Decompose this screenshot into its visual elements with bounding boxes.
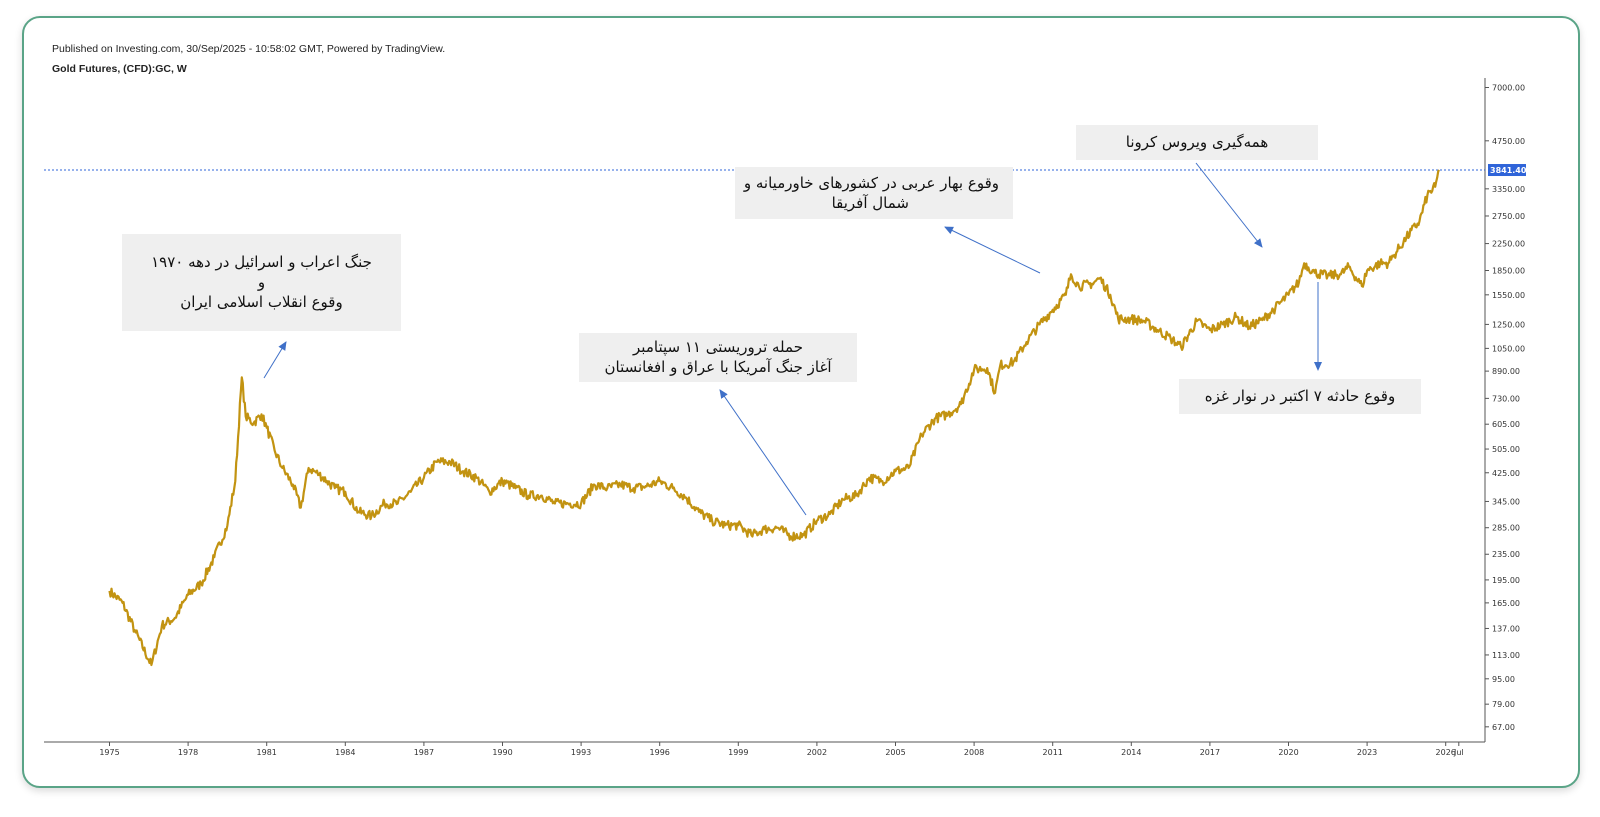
x-tick-label: 1996: [650, 748, 670, 757]
x-tick-label: 2017: [1200, 748, 1220, 757]
annotation-covid-line1: همه‌گیری ویروس کرونا: [1125, 133, 1269, 151]
annotation-arab-spring-line2: شمال آفریقا: [831, 194, 909, 212]
x-tick-label: 2005: [885, 748, 905, 757]
y-tick-label: 505.00: [1492, 445, 1520, 454]
y-tick-label: 3350.00: [1492, 185, 1525, 194]
y-tick-label: 4750.00: [1492, 137, 1525, 146]
arrow-sept11: [719, 389, 807, 516]
y-tick-label: 165.00: [1492, 599, 1520, 608]
x-tick-label: 1999: [728, 748, 748, 757]
y-tick-label: 137.00: [1492, 624, 1520, 633]
annotation-1970s-line1: جنگ اعراب و اسرائیل در دهه ۱۹۷۰: [151, 253, 372, 271]
annotation-arrows: [263, 162, 1322, 516]
y-tick-label: 2250.00: [1492, 240, 1525, 249]
published-caption: Published on Investing.com, 30/Sep/2025 …: [52, 43, 446, 55]
y-tick-label: 345.00: [1492, 497, 1520, 506]
annotation-1970s: جنگ اعراب و اسرائیل در دهه ۱۹۷۰ و وقوع ا…: [122, 234, 401, 331]
y-tick-label: 890.00: [1492, 367, 1520, 376]
last-price-badge: 3841.40: [1488, 164, 1527, 177]
arrow-covid: [1195, 162, 1263, 248]
y-tick-label: 195.00: [1492, 576, 1520, 585]
x-tick-label: 1984: [335, 748, 355, 757]
y-tick-label: 730.00: [1492, 394, 1520, 403]
annotation-sept11-line2: آغاز جنگ آمریکا با عراق و افغانستان: [604, 358, 832, 376]
y-tick-label: 605.00: [1492, 420, 1520, 429]
x-tick-label: 2023: [1357, 748, 1377, 757]
y-tick-label: 67.00: [1492, 723, 1515, 732]
x-tick-label: 2026: [1436, 748, 1456, 757]
x-tick-label: 1987: [414, 748, 434, 757]
x-tick-label: 2020: [1278, 748, 1298, 757]
y-tick-label: 1050.00: [1492, 344, 1525, 353]
symbol-caption: Gold Futures, (CFD):GC, W: [52, 63, 187, 75]
annotation-arab-spring-line1: وقوع بهار عربی در کشورهای خاورمیانه و: [743, 174, 999, 192]
y-tick-label: 79.00: [1492, 700, 1515, 709]
y-tick-label: 1550.00: [1492, 291, 1525, 300]
x-tick-label: 2002: [807, 748, 827, 757]
y-tick-label: 1250.00: [1492, 320, 1525, 329]
annotation-sept11-line1: حمله تروریستی ۱۱ سپتامبر: [633, 338, 803, 356]
arrow-1970s: [263, 341, 287, 379]
x-tick-label: 1978: [178, 748, 198, 757]
y-tick-label: 2750.00: [1492, 212, 1525, 221]
y-tick-label: 7000.00: [1492, 83, 1525, 92]
y-tick-label: 285.00: [1492, 524, 1520, 533]
annotation-oct7-line1: وقوع حادثه ۷ اکتبر در نوار غزه: [1204, 387, 1396, 405]
annotation-1970s-line2: و: [257, 273, 266, 291]
annotation-arab-spring: وقوع بهار عربی در کشورهای خاورمیانه و شم…: [735, 167, 1013, 219]
last-price-label: 3841.40: [1490, 166, 1527, 175]
annotation-covid: همه‌گیری ویروس کرونا: [1076, 125, 1318, 160]
y-tick-label: 425.00: [1492, 469, 1520, 478]
annotation-oct7: وقوع حادثه ۷ اکتبر در نوار غزه: [1179, 379, 1421, 414]
x-tick-label: Jul: [1453, 748, 1464, 757]
gold-price-series: [108, 169, 1441, 667]
x-tick-label: 1975: [99, 748, 119, 757]
x-tick-label: 2008: [964, 748, 984, 757]
x-tick-label: 2011: [1043, 748, 1063, 757]
x-tick-label: 1990: [492, 748, 512, 757]
y-tick-label: 235.00: [1492, 550, 1520, 559]
x-tick-label: 1993: [571, 748, 591, 757]
y-tick-label: 1850.00: [1492, 266, 1525, 275]
y-tick-label: 95.00: [1492, 675, 1515, 684]
x-tick-label: 2014: [1121, 748, 1141, 757]
y-tick-label: 113.00: [1492, 651, 1520, 660]
x-tick-label: 1981: [257, 748, 277, 757]
annotation-sept11: حمله تروریستی ۱۱ سپتامبر آغاز جنگ آمریکا…: [579, 333, 857, 382]
arrow-arab-spring: [944, 226, 1041, 274]
annotation-1970s-line3: وقوع انقلاب اسلامی ایران: [180, 293, 343, 311]
